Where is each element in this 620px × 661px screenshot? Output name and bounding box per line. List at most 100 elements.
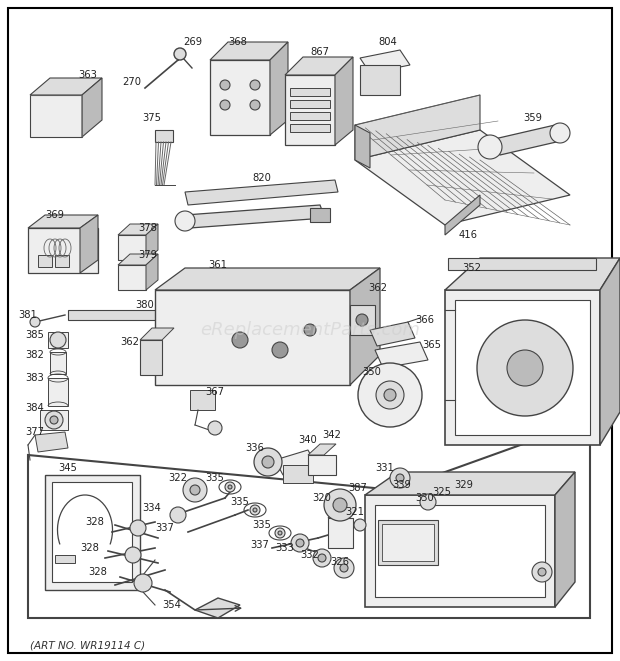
Circle shape <box>250 100 260 110</box>
Bar <box>30 95 82 137</box>
Circle shape <box>50 416 58 424</box>
Text: 387: 387 <box>348 483 368 493</box>
Bar <box>48 332 68 348</box>
Text: 326: 326 <box>330 557 350 567</box>
Bar <box>328 518 353 548</box>
Polygon shape <box>155 268 380 290</box>
Circle shape <box>477 320 573 416</box>
Polygon shape <box>335 57 353 145</box>
Text: 381: 381 <box>19 310 37 320</box>
Bar <box>68 310 168 320</box>
Polygon shape <box>195 598 240 618</box>
Polygon shape <box>355 130 570 225</box>
Circle shape <box>250 505 260 515</box>
Text: 328: 328 <box>89 567 107 577</box>
Polygon shape <box>350 268 380 385</box>
Circle shape <box>356 314 368 326</box>
Circle shape <box>190 485 200 495</box>
Circle shape <box>232 332 248 348</box>
Circle shape <box>532 562 552 582</box>
Bar <box>285 75 335 145</box>
Circle shape <box>304 324 316 336</box>
Text: 379: 379 <box>138 250 157 260</box>
Text: 362: 362 <box>368 283 388 293</box>
Text: 345: 345 <box>58 463 78 473</box>
Text: 867: 867 <box>311 47 329 57</box>
Polygon shape <box>140 328 174 340</box>
Bar <box>283 465 313 483</box>
Polygon shape <box>285 57 353 75</box>
Circle shape <box>175 211 195 231</box>
Bar <box>290 124 330 132</box>
Bar <box>448 258 596 270</box>
Circle shape <box>333 498 347 512</box>
Polygon shape <box>185 180 338 205</box>
Text: 335: 335 <box>206 473 224 483</box>
Circle shape <box>318 554 326 562</box>
Polygon shape <box>28 215 98 228</box>
Polygon shape <box>365 472 575 495</box>
Text: 375: 375 <box>143 113 161 123</box>
Text: 366: 366 <box>415 315 435 325</box>
Polygon shape <box>370 322 415 346</box>
Polygon shape <box>308 444 336 455</box>
Text: 325: 325 <box>433 487 451 497</box>
Text: eReplacementParts.com: eReplacementParts.com <box>200 321 420 339</box>
Bar <box>290 100 330 108</box>
Bar <box>445 498 467 512</box>
Bar <box>382 524 434 561</box>
Polygon shape <box>375 342 428 368</box>
Text: 820: 820 <box>252 173 272 183</box>
Bar <box>118 235 146 260</box>
Bar <box>40 410 68 430</box>
Bar <box>140 340 162 375</box>
Circle shape <box>228 485 232 489</box>
Circle shape <box>291 534 309 552</box>
Text: 320: 320 <box>312 493 332 503</box>
Bar <box>52 482 132 582</box>
Bar <box>445 290 600 445</box>
Text: 321: 321 <box>345 507 365 517</box>
Text: 369: 369 <box>45 210 64 220</box>
Circle shape <box>262 456 274 468</box>
Text: 329: 329 <box>454 480 474 490</box>
Text: 368: 368 <box>229 37 247 47</box>
Bar <box>290 112 330 120</box>
Bar <box>375 505 545 597</box>
Polygon shape <box>210 42 288 60</box>
Text: 337: 337 <box>250 540 270 550</box>
Bar <box>118 265 146 290</box>
Circle shape <box>225 482 235 492</box>
Bar <box>45 475 140 590</box>
Polygon shape <box>355 125 370 168</box>
Circle shape <box>340 564 348 572</box>
Text: 269: 269 <box>184 37 203 47</box>
Circle shape <box>183 478 207 502</box>
Polygon shape <box>445 195 480 235</box>
Text: 385: 385 <box>25 330 45 340</box>
Circle shape <box>396 474 404 482</box>
Polygon shape <box>555 472 575 607</box>
Text: 804: 804 <box>379 37 397 47</box>
Text: 354: 354 <box>162 600 182 610</box>
Text: 383: 383 <box>25 373 45 383</box>
Polygon shape <box>270 42 288 135</box>
Text: 339: 339 <box>392 480 412 490</box>
Bar <box>55 255 69 267</box>
Polygon shape <box>275 450 316 475</box>
Polygon shape <box>80 215 98 273</box>
Text: 335: 335 <box>252 520 272 530</box>
Circle shape <box>220 100 230 110</box>
Bar <box>38 255 52 267</box>
Text: 330: 330 <box>415 493 435 503</box>
Circle shape <box>278 531 282 535</box>
Polygon shape <box>328 508 353 518</box>
Text: 361: 361 <box>208 260 228 270</box>
Circle shape <box>30 317 40 327</box>
Text: 270: 270 <box>123 77 141 87</box>
Circle shape <box>376 381 404 409</box>
Text: 336: 336 <box>246 443 265 453</box>
Bar <box>360 65 400 95</box>
Text: 363: 363 <box>79 70 97 80</box>
Text: 377: 377 <box>25 427 45 437</box>
